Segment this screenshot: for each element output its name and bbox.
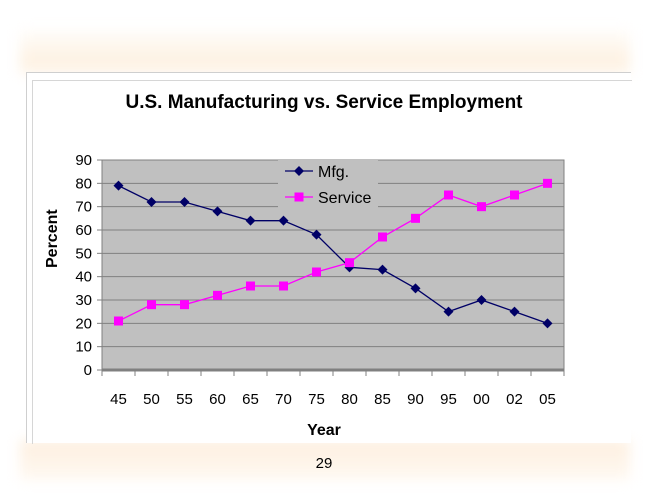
data-point-mfg [146, 197, 157, 207]
data-point-mfg [212, 206, 223, 217]
y-tick-label: 0 [84, 362, 92, 379]
x-tick-label: 50 [143, 391, 160, 408]
x-tick-label: 00 [473, 391, 490, 408]
data-point-service [345, 258, 354, 268]
x-tick-label: 80 [341, 391, 358, 408]
y-tick-label: 50 [75, 245, 92, 262]
y-tick-label: 60 [75, 222, 92, 239]
legend-marker-mfg [294, 166, 304, 176]
data-point-service [114, 316, 123, 326]
chart-area [32, 80, 632, 444]
x-axis-label: Year [307, 422, 341, 439]
legend-box [278, 160, 378, 210]
legend-marker-service [294, 192, 304, 202]
data-point-service [477, 202, 486, 212]
data-point-mfg [113, 180, 124, 191]
x-tick-label: 55 [176, 391, 193, 408]
page-number: 29 [315, 455, 333, 472]
slide-glow-bottom [20, 440, 630, 480]
data-point-mfg [311, 229, 322, 240]
legend-label: Service [318, 190, 371, 207]
series-line-mfg [118, 185, 548, 324]
x-tick-label: 70 [275, 391, 292, 408]
data-point-service [279, 281, 288, 291]
y-tick-label: 40 [75, 269, 92, 286]
y-tick-label: 10 [75, 339, 92, 356]
data-point-mfg [179, 197, 190, 207]
y-tick-label: 80 [75, 175, 92, 192]
data-point-mfg [476, 295, 487, 305]
data-point-service [246, 281, 255, 291]
data-point-mfg [542, 318, 553, 329]
chart-title: U.S. Manufacturing vs. Service Employmen… [125, 92, 523, 113]
data-point-service [213, 290, 222, 300]
data-point-service [411, 213, 420, 223]
data-point-service [180, 300, 189, 310]
y-tick-label: 70 [75, 199, 92, 216]
legend-label: Mfg. [318, 164, 349, 181]
data-point-service [543, 178, 552, 188]
x-tick-label: 75 [308, 391, 325, 408]
x-tick-label: 85 [374, 391, 391, 408]
x-tick-label: 02 [506, 391, 523, 408]
x-tick-label: 05 [539, 391, 556, 408]
series-line-service [118, 182, 548, 322]
data-point-service [444, 190, 453, 200]
y-tick-label: 90 [75, 152, 92, 169]
data-point-mfg [410, 283, 421, 294]
data-point-mfg [509, 306, 520, 317]
data-point-mfg [278, 215, 289, 226]
x-tick-label: 65 [242, 391, 259, 408]
data-point-mfg [443, 306, 454, 317]
x-tick-label: 90 [407, 391, 424, 408]
data-point-service [510, 190, 519, 200]
data-point-mfg [377, 264, 388, 275]
data-point-service [378, 232, 387, 242]
x-tick-label: 95 [440, 391, 457, 408]
slide-glow-top [20, 30, 630, 75]
data-point-service [147, 300, 156, 310]
x-tick-label: 45 [110, 391, 127, 408]
y-tick-label: 30 [75, 292, 92, 309]
x-tick-label: 60 [209, 391, 226, 408]
y-tick-label: 20 [75, 315, 92, 332]
data-point-mfg [245, 215, 256, 226]
data-point-service [312, 267, 321, 277]
